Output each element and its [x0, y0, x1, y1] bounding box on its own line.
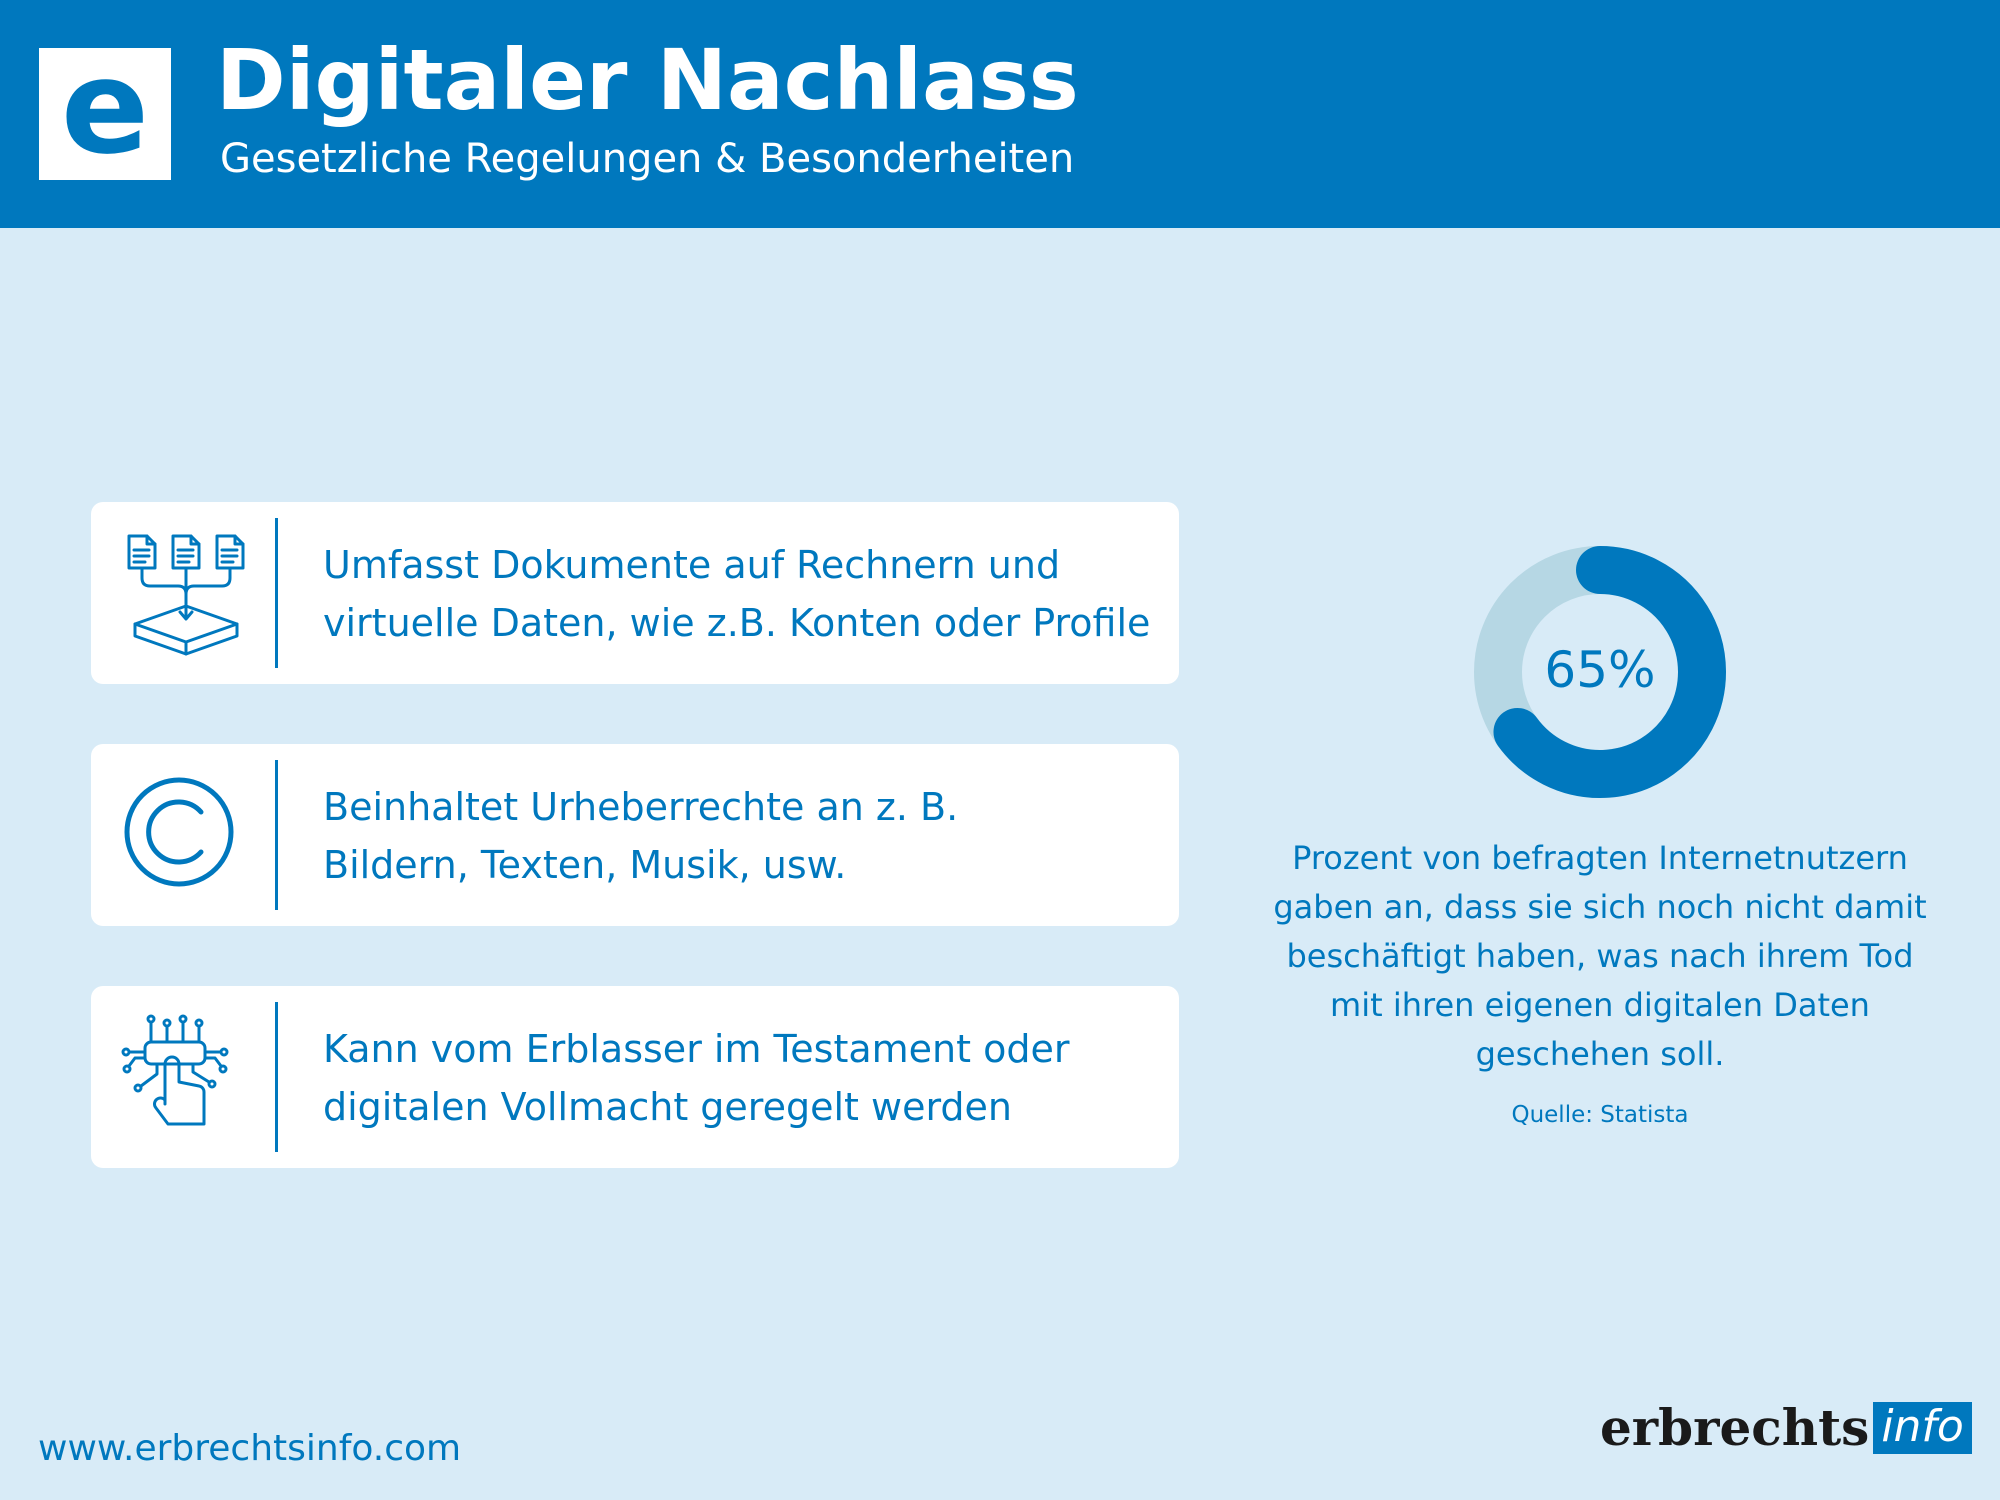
copyright-icon — [121, 770, 251, 900]
card-text-line: Kann vom Erblasser im Testament oder — [323, 1027, 1070, 1071]
source-note: Quelle: Statista — [1511, 1102, 1689, 1128]
documents-to-box-icon — [121, 528, 251, 658]
digital-touch-icon — [121, 1012, 251, 1142]
stat-description-line: beschäftigt haben, was nach ihrem Tod — [1286, 937, 1914, 975]
card-text-line: Beinhaltet Urheberrechte an z. B. — [323, 785, 959, 829]
logo: e — [39, 31, 171, 183]
website-link[interactable]: www.erbrechtsinfo.com — [38, 1428, 462, 1469]
logo-letter: e — [60, 31, 150, 183]
percent-donut-chart — [1474, 546, 1726, 798]
card-text: Kann vom Erblasser im Testament oder dig… — [323, 1020, 1163, 1136]
brand-info-tag: info — [1873, 1402, 1972, 1454]
donut-value-arc — [1493, 546, 1726, 798]
card-text-line: Umfasst Dokumente auf Rechnern und — [323, 543, 1061, 587]
card-text: Beinhaltet Urheberrechte an z. B. Bilder… — [323, 778, 1163, 894]
percent-value-label: 65% — [1544, 641, 1656, 699]
stat-description-line: mit ihren eigenen digitalen Daten — [1330, 986, 1870, 1024]
info-card-testament: Kann vom Erblasser im Testament oder dig… — [91, 986, 1179, 1168]
stat-description-line: Prozent von befragten Internetnutzern — [1292, 839, 1908, 877]
brand-name: erbrechts — [1600, 1398, 1870, 1457]
info-card-documents: Umfasst Dokumente auf Rechnern und virtu… — [91, 502, 1179, 684]
card-divider — [275, 760, 278, 910]
stat-description-line: geschehen soll. — [1475, 1035, 1725, 1073]
card-divider — [275, 1002, 278, 1152]
brand-logo: erbrechts info — [1600, 1400, 1972, 1456]
info-card-copyright: Beinhaltet Urheberrechte an z. B. Bilder… — [91, 744, 1179, 926]
page-title: Digitaler Nachlass — [216, 31, 1079, 129]
stat-description: Prozent von befragten Internetnutzern ga… — [1250, 834, 1950, 1079]
header-banner: e Digitaler Nachlass Gesetzliche Regelun… — [0, 0, 2000, 228]
card-text-line: virtuelle Daten, wie z.B. Konten oder Pr… — [323, 601, 1151, 645]
page-subtitle: Gesetzliche Regelungen & Besonderheiten — [220, 136, 1075, 182]
stat-description-line: gaben an, dass sie sich noch nicht damit — [1273, 888, 1927, 926]
card-text-line: Bildern, Texten, Musik, usw. — [323, 843, 847, 887]
card-divider — [275, 518, 278, 668]
card-text: Umfasst Dokumente auf Rechnern und virtu… — [323, 536, 1163, 652]
card-text-line: digitalen Vollmacht geregelt werden — [323, 1085, 1013, 1129]
